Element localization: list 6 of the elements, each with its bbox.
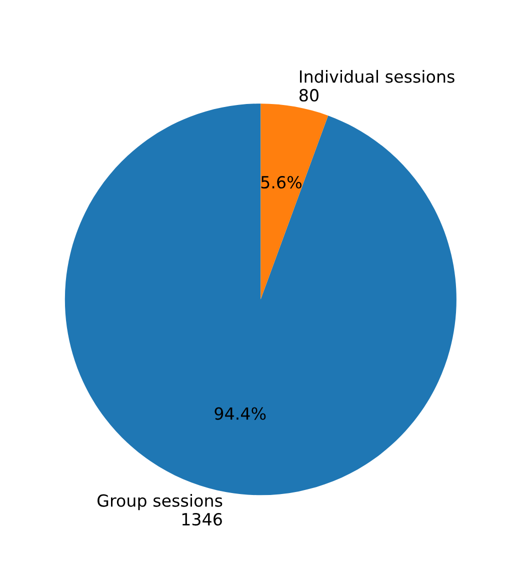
data-label: 94.4% [214, 407, 266, 420]
data-label: 5.6% [261, 176, 302, 189]
pie-slice [64, 104, 456, 496]
slice-label: Group sessions 1346 [98, 494, 222, 526]
pie-slice [260, 104, 328, 300]
slice-label: Individual sessions 80 [300, 70, 454, 102]
